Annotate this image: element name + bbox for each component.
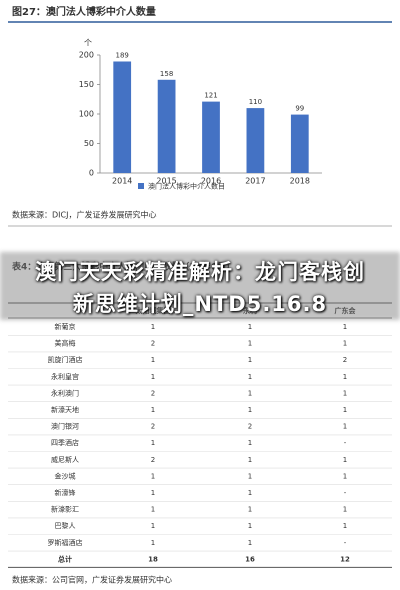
table-cell: 永利皇宫 (51, 372, 79, 381)
table-cell: 美高梅 (55, 339, 76, 348)
table-cell: 2 (248, 423, 252, 431)
y-tick-label: 150 (79, 80, 94, 89)
table-cell: 1 (248, 506, 252, 514)
table-cell: 1 (151, 539, 155, 547)
bar (246, 108, 265, 173)
table-cell: - (344, 489, 347, 497)
table-cell: 1 (151, 522, 155, 530)
y-tick-label: 0 (89, 169, 94, 178)
x-tick-label: 2014 (112, 177, 132, 186)
table-cell: - (344, 539, 347, 547)
table-cell: 2 (343, 356, 347, 364)
table-cell: - (344, 439, 347, 447)
y-tick-label: 50 (84, 139, 94, 148)
bar (290, 114, 309, 173)
column-header: 广东会 (335, 306, 357, 315)
column-header: 太阳城集团 (136, 306, 171, 315)
table-cell: 永利澳门 (51, 388, 79, 397)
overlay-band (0, 252, 400, 320)
value-label: 158 (160, 70, 173, 78)
column-header: 永利 (242, 306, 257, 315)
bar (202, 101, 220, 173)
table-cell: 1 (248, 356, 252, 364)
x-tick-label: 2017 (245, 177, 265, 186)
total-cell: 16 (245, 555, 255, 563)
table-cell: 2 (151, 389, 155, 397)
table-cell: 1 (151, 406, 155, 414)
y-axis-label: 个 (84, 39, 92, 48)
table-cell: 1 (248, 456, 252, 464)
bar (113, 61, 132, 173)
table-cell: 1 (343, 506, 347, 514)
table-cell: 1 (248, 472, 252, 480)
table-cell: 1 (248, 340, 252, 348)
table-cell: 2 (151, 456, 155, 464)
table-cell: 2 (151, 423, 155, 431)
total-cell: 18 (148, 555, 158, 563)
table-cell: 新濠锋 (55, 488, 76, 497)
table-cell: 1 (343, 340, 347, 348)
table-cell: 1 (248, 489, 252, 497)
table-cell: 威尼斯人 (51, 455, 79, 464)
table-cell: 1 (151, 373, 155, 381)
table-cell: 澳门银河 (51, 422, 79, 431)
table-cell: 1 (343, 389, 347, 397)
table-cell: 1 (248, 406, 252, 414)
x-tick-label: 2015 (156, 177, 176, 186)
legend-swatch (138, 183, 144, 189)
table-cell: 凯旋门酒店 (48, 355, 83, 364)
table-title: 表4：澳门第三大博彩中介人澳门赌厅数量（18年6月） (11, 261, 235, 273)
table-cell: 1 (151, 356, 155, 364)
table-cell: 新濠影汇 (51, 505, 79, 514)
value-label: 110 (249, 98, 262, 106)
table-cell: 巴黎人 (55, 521, 76, 530)
x-tick-label: 2018 (290, 177, 310, 186)
table-cell: 新葡京 (55, 322, 76, 331)
table-cell: 罗斯福酒店 (48, 538, 83, 547)
table-cell: 1 (151, 439, 155, 447)
table-cell: 1 (248, 539, 252, 547)
x-tick-label: 2016 (201, 177, 221, 186)
value-label: 99 (295, 105, 304, 113)
table-cell: 1 (151, 506, 155, 514)
table-cell: 1 (248, 389, 252, 397)
table-cell: 1 (151, 489, 155, 497)
table-cell: 金沙城 (55, 471, 76, 480)
table-cell: 1 (343, 406, 347, 414)
table-cell: 1 (151, 323, 155, 331)
total-cell: 总计 (58, 554, 72, 563)
table-cell: 1 (248, 439, 252, 447)
bar (157, 79, 176, 173)
table-cell: 1 (248, 373, 252, 381)
legend-label: 澳门法人博彩中介人数目 (148, 182, 225, 191)
table-cell: 1 (343, 472, 347, 480)
table-cell: 2 (151, 340, 155, 348)
value-label: 189 (116, 51, 129, 59)
overlay-text: 澳门天天彩精准解析：龙门客栈创新思维计划_NTD5.16.8 (35, 260, 365, 316)
table-cell: 1 (248, 323, 252, 331)
table-cell: 1 (151, 472, 155, 480)
table-cell: 1 (343, 423, 347, 431)
table-cell: 1 (248, 522, 252, 530)
table-cell: 1 (343, 456, 347, 464)
y-tick-label: 200 (79, 51, 94, 60)
table-cell: 1 (343, 522, 347, 530)
chart-title: 图27：澳门法人博彩中介人数量 (12, 5, 156, 18)
table-cell: 1 (343, 323, 347, 331)
table-cell: 新濠天地 (51, 405, 79, 414)
chart-source: 数据来源：DICJ，广发证券发展研究中心 (12, 210, 156, 220)
table-source: 数据来源：公司官网，广发证券发展研究中心 (12, 575, 172, 585)
table-cell: 1 (343, 373, 347, 381)
table-cell: 四季酒店 (51, 438, 79, 447)
value-label: 121 (204, 92, 217, 100)
total-cell: 12 (340, 555, 350, 563)
y-tick-label: 100 (79, 110, 94, 119)
